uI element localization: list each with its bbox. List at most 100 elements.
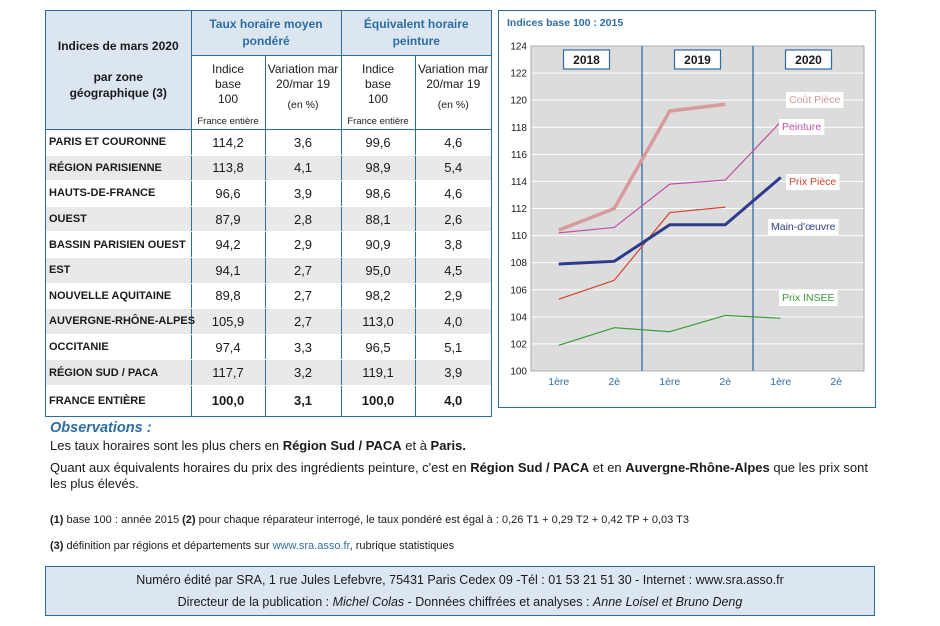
year-label: 2018: [573, 53, 600, 67]
table-cell: 4,0: [414, 308, 492, 335]
table-cell: 90,9: [340, 231, 416, 258]
y-tick-label: 106: [510, 285, 527, 296]
table-cell: 97,4: [190, 334, 265, 361]
series-line: [558, 121, 782, 234]
table-cell: 2,7: [264, 308, 342, 335]
y-tick-label: 100: [510, 367, 527, 378]
series-line: [558, 206, 726, 300]
y-tick-label: 118: [511, 123, 527, 134]
table-cell: 98,2: [340, 283, 416, 310]
series-line: [558, 102, 726, 232]
table-row-zone: OCCITANIE: [46, 334, 191, 361]
col-header-variation: Variation mar 20/mar 19: [418, 62, 489, 91]
table-cell: 4,6: [414, 129, 492, 156]
table-cell: 2,9: [264, 231, 342, 258]
table-header-title: Indices de mars 2020: [57, 39, 179, 53]
table-cell: 4,1: [264, 155, 342, 182]
year-label-box: [784, 49, 833, 70]
plot-frame: [530, 45, 865, 372]
chart-panel: 100 102 104 106 108 110 112 114 116 118 120 122 124 2…: [498, 10, 876, 408]
table-cell: 2,6: [414, 206, 492, 233]
x-tick-label: 1ère: [770, 376, 791, 388]
table-total-zone: FRANCE ENTIÈRE: [46, 384, 191, 416]
table-cell: 5,1: [414, 334, 492, 361]
table-cell: 88,1: [340, 206, 416, 233]
y-tick-label: 122: [510, 69, 527, 80]
y-tick-label: 110: [511, 231, 527, 242]
table-cell: 96,5: [340, 334, 416, 361]
footnote-2: (3) définition par régions et départemen…: [50, 540, 455, 552]
group-title-peinture: Équivalent horaire peinture: [363, 17, 469, 48]
series-label-bg: [779, 119, 825, 135]
table-cell: 2,7: [264, 257, 342, 284]
observations-title: Observations :: [50, 420, 152, 436]
year-label: 2020: [795, 53, 822, 67]
footer-address: Numéro édité par SRA, 1 rue Jules Lefebv…: [136, 573, 784, 587]
table-row-zone: NOUVELLE AQUITAINE: [46, 283, 191, 310]
table-cell: 2,7: [264, 283, 342, 310]
footer: Numéro édité par SRA, 1 rue Jules Lefebv…: [45, 566, 875, 616]
col-header-indice: Indice base 100: [362, 62, 395, 106]
col-sub-pct: (en %): [287, 99, 319, 111]
series-label-bg: [786, 174, 840, 190]
col-sub-pct: (en %): [437, 99, 469, 111]
col-header-indice: Indice base 100: [211, 62, 245, 106]
table-cell: 5,4: [414, 155, 492, 182]
table-cell: 3,3: [264, 334, 342, 361]
y-tick-label: 104: [510, 312, 527, 323]
table-cell: 99,6: [340, 129, 416, 156]
table-row-zone: HAUTS-DE-FRANCE: [46, 180, 191, 207]
y-tick-label: 102: [510, 339, 527, 350]
y-tick-label: 108: [510, 258, 527, 269]
col-sub-france: France entière: [197, 116, 259, 127]
series-label-bg: [786, 92, 844, 108]
observation-paragraph-2: Quant aux équivalents horaires du prix d…: [50, 460, 869, 491]
y-tick-label: 116: [511, 150, 527, 161]
sra-link[interactable]: www.sra.asso.fr: [272, 540, 350, 552]
table-row-zone: PARIS ET COURONNE: [46, 129, 191, 156]
table-total-cell: 4,0: [414, 384, 492, 416]
series-label: Main-d'œuvre: [771, 221, 836, 233]
table-row-zone: BASSIN PARISIEN OUEST: [46, 231, 191, 258]
x-tick-label: 2è: [608, 376, 620, 388]
chart-title: Indices base 100 : 2015: [507, 17, 624, 29]
table-cell: 105,9: [190, 308, 265, 335]
table-cell: 2,8: [264, 206, 342, 233]
col-header-variation: Variation mar 20/mar 19: [267, 62, 339, 91]
table-cell: 98,6: [340, 180, 416, 207]
table-cell: 95,0: [340, 257, 416, 284]
table-cell: 113,0: [340, 308, 416, 335]
series-label-bg: [779, 290, 838, 306]
table-cell: 87,9: [190, 206, 265, 233]
table-cell: 3,6: [264, 129, 342, 156]
series-label-bg: [768, 219, 839, 235]
table-cell: 4,6: [414, 180, 492, 207]
x-tick-label: 1ère: [548, 376, 569, 388]
series-line: [558, 176, 782, 266]
table-cell: 3,9: [414, 359, 492, 386]
observation-paragraph-1: Les taux horaires sont les plus chers en…: [50, 438, 466, 453]
table-cell: 94,2: [190, 231, 265, 258]
table-cell: 3,9: [264, 180, 342, 207]
year-label-box: [673, 49, 722, 70]
table-cell: 94,1: [190, 257, 265, 284]
table-cell: 3,8: [414, 231, 492, 258]
col-sub-france: France entière: [347, 116, 409, 127]
table-row-zone: RÉGION SUD / PACA: [46, 359, 191, 386]
x-tick-label: 2è: [719, 376, 731, 388]
table-row-zone: EST: [46, 257, 191, 284]
x-tick-label: 1ère: [659, 376, 680, 388]
table-cell: 119,1: [340, 359, 416, 386]
table-cell: 117,7: [190, 359, 265, 386]
table-total-cell: 3,1: [264, 384, 342, 416]
line-chart: 100 102 104 106 108 110 112 114 116 118 120 122 124 2…: [510, 42, 865, 388]
indices-table: Indices de mars 2020 par zone géographiq…: [45, 10, 492, 417]
y-tick-label: 112: [511, 204, 527, 215]
y-tick-label: 114: [511, 177, 527, 188]
series-line: [558, 314, 781, 346]
table-total-cell: 100,0: [190, 384, 265, 416]
table-cell: 113,8: [190, 155, 265, 182]
y-tick-label: 124: [510, 42, 527, 53]
table-cell: 98,9: [340, 155, 416, 182]
table-cell: 4,5: [414, 257, 492, 284]
